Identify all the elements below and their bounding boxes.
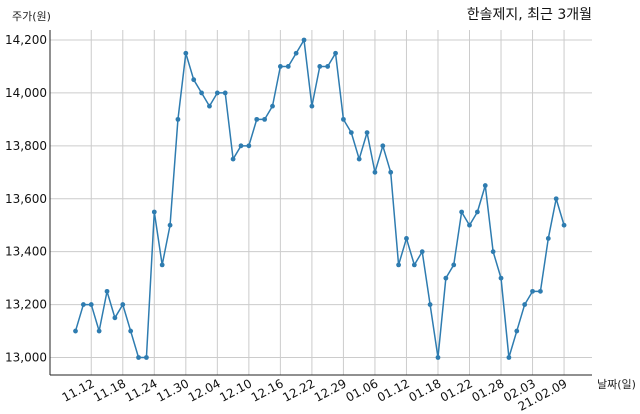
data-point (522, 302, 528, 307)
data-point (104, 288, 110, 294)
data-point (435, 355, 441, 360)
data-point (144, 355, 149, 360)
axes (49, 30, 592, 376)
data-point (514, 328, 520, 334)
data-point (136, 355, 141, 360)
data-point (545, 236, 551, 241)
data-point (96, 328, 102, 334)
data-point (246, 143, 252, 149)
x-tick-label: 11.24 (123, 376, 160, 404)
data-point (199, 90, 204, 96)
x-tick-label: 01.28 (470, 376, 507, 404)
x-tick-label: 01.06 (343, 376, 380, 404)
data-point (380, 143, 386, 149)
y-tick-label: 14,000 (5, 86, 47, 100)
data-point (396, 262, 401, 268)
data-point (285, 64, 291, 69)
data-point (112, 315, 118, 321)
x-tick-label: 01.22 (438, 376, 475, 404)
data-point (167, 222, 173, 228)
x-tick-label: 11.30 (154, 376, 191, 404)
x-tick-label: 12.10 (217, 376, 254, 404)
x-axis-label: 날짜(일) (597, 377, 636, 391)
data-point (356, 156, 362, 162)
x-tick-label: 12.04 (186, 376, 223, 404)
chart-title: 한솔제지, 최근 3개월 (467, 7, 592, 23)
x-tick-label: 01.18 (406, 376, 443, 404)
data-point (73, 328, 78, 334)
y-tick-label: 13,000 (5, 351, 47, 365)
x-tick-label: 11.18 (91, 376, 128, 404)
y-tick-label: 14,200 (5, 33, 47, 47)
data-point (270, 103, 275, 109)
data-point (372, 169, 378, 175)
grid (50, 30, 592, 375)
tick-labels: 13,000 13,200 13,400 13,600 13,800 14,000 14,2… (5, 33, 569, 414)
x-tick-label: 11.12 (60, 376, 97, 404)
data-point (214, 90, 220, 96)
data-point (120, 302, 126, 307)
data-point (325, 64, 331, 69)
data-point (333, 50, 338, 56)
x-tick-label: 12.16 (249, 376, 286, 404)
data-point (341, 116, 346, 122)
data-point (498, 275, 504, 281)
data-point (427, 302, 433, 307)
data-point (411, 262, 417, 268)
x-tick-label: 12.29 (312, 376, 349, 404)
y-axis-label: 주가(원) (12, 10, 51, 23)
data-point (88, 302, 94, 307)
data-point (404, 236, 409, 241)
data-point (151, 209, 157, 215)
price-series (73, 37, 567, 360)
data-point (277, 64, 283, 69)
data-point (474, 209, 480, 215)
data-point (254, 116, 260, 122)
y-tick-label: 13,800 (5, 139, 47, 153)
data-point (459, 209, 465, 215)
data-point (419, 249, 425, 255)
data-point (309, 103, 315, 109)
data-point (388, 169, 394, 175)
data-point (364, 130, 370, 136)
data-point (191, 77, 197, 83)
data-point (175, 116, 181, 122)
data-point (128, 328, 134, 334)
x-tick-label: 12.22 (280, 376, 317, 404)
y-tick-label: 13,600 (5, 192, 47, 206)
data-point (553, 196, 559, 202)
data-point (293, 50, 299, 56)
data-point (348, 130, 354, 136)
data-point (230, 156, 236, 162)
data-point (482, 183, 488, 188)
data-point (183, 50, 189, 56)
data-point (159, 262, 165, 268)
data-point (561, 222, 567, 228)
y-tick-label: 13,200 (5, 298, 47, 312)
data-point (490, 249, 496, 255)
data-point (467, 222, 472, 228)
data-point (301, 37, 307, 43)
data-point (506, 355, 512, 360)
data-point (443, 275, 449, 281)
y-tick-label: 13,400 (5, 245, 47, 259)
data-point (207, 103, 212, 109)
x-tick-label: 01.12 (375, 376, 412, 404)
data-point (262, 116, 268, 122)
data-point (451, 262, 457, 268)
data-point (538, 288, 543, 294)
data-point (238, 143, 244, 149)
data-point (530, 288, 535, 294)
data-point (80, 302, 86, 307)
data-point (317, 64, 323, 69)
data-point (222, 90, 228, 96)
